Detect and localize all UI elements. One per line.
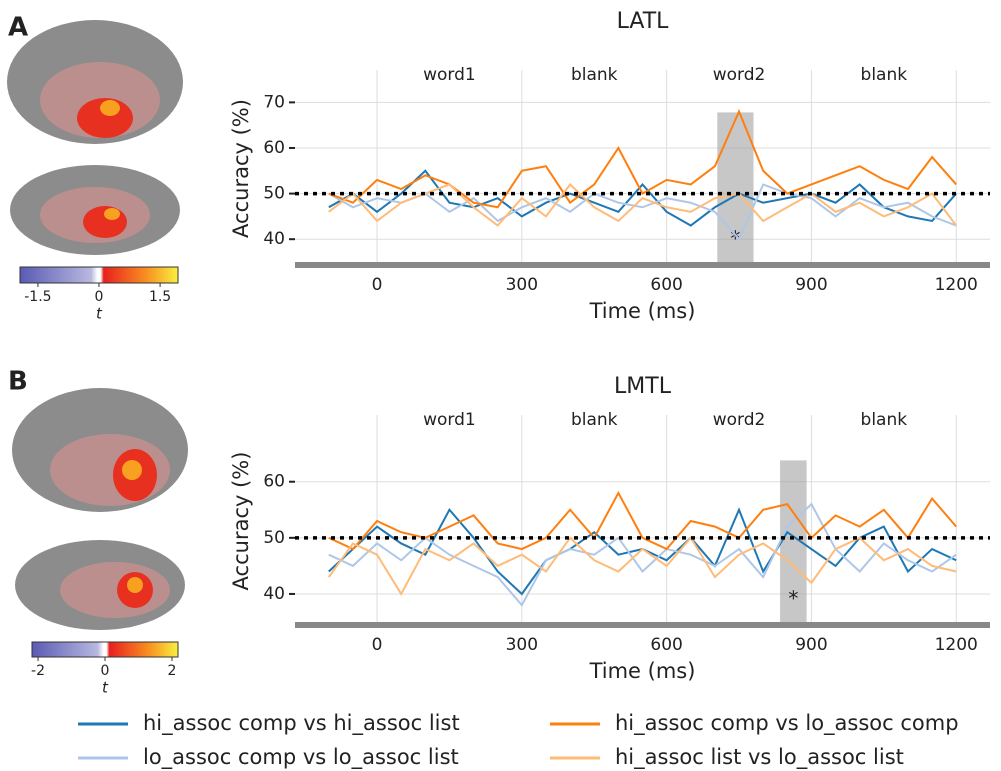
colorbar-tick-label: -1.5 (24, 289, 51, 305)
x-axis-bar (295, 262, 990, 268)
epoch-label: blank (861, 65, 908, 85)
brain-b-top (12, 388, 188, 512)
legend-label: hi_assoc list vs lo_assoc list (615, 745, 904, 770)
colorbar-label: t (96, 305, 103, 323)
y-tick-label: 40 (263, 584, 285, 604)
legend-label: lo_assoc comp vs lo_assoc list (143, 745, 459, 770)
y-tick-label: 50 (263, 528, 285, 548)
significance-label: * (788, 587, 798, 611)
colorbar-tick-label: 0 (101, 663, 110, 679)
x-tick-label: 600 (650, 635, 682, 655)
x-tick-label: 900 (795, 275, 827, 295)
colorbar-tick-label: -2 (31, 663, 45, 679)
significance-label: * (730, 227, 740, 251)
y-tick-label: 50 (263, 184, 285, 204)
y-axis-label: Accuracy (%) (229, 99, 253, 238)
panel-letter: A (8, 13, 28, 43)
x-tick-label: 0 (372, 275, 383, 295)
series-line (328, 502, 957, 607)
x-axis-label: Time (ms) (589, 659, 696, 683)
series-line (328, 108, 957, 209)
colorbar-tick-label: 0 (95, 289, 104, 305)
chart-title: LATL (617, 9, 670, 34)
x-tick-label: 300 (506, 275, 538, 295)
x-tick-label: 1200 (935, 635, 978, 655)
series-line (328, 183, 957, 242)
x-axis-label: Time (ms) (589, 299, 696, 323)
series-line (328, 169, 957, 227)
colorbar (19, 266, 179, 284)
panel-letter: B (8, 367, 28, 397)
colorbar-tick-label: 2 (168, 663, 177, 679)
significance-shade (717, 112, 754, 263)
epoch-label: word1 (423, 65, 476, 85)
y-tick-label: 60 (263, 472, 285, 492)
series-line (327, 536, 957, 596)
y-tick-label: 40 (263, 229, 285, 249)
brain-a-top (7, 20, 183, 144)
x-tick-label: 1200 (935, 275, 978, 295)
epoch-label: word2 (713, 65, 766, 85)
series-line (328, 490, 957, 551)
x-tick-label: 600 (650, 275, 682, 295)
epoch-label: word1 (423, 410, 476, 430)
epoch-label: blank (571, 65, 618, 85)
x-tick-label: 0 (372, 635, 383, 655)
colorbar-label: t (102, 679, 109, 697)
brain-a-bottom (10, 165, 180, 255)
y-axis-label: Accuracy (%) (229, 452, 253, 591)
x-axis-bar (295, 622, 990, 628)
epoch-label: word2 (713, 410, 766, 430)
series-line (328, 182, 958, 227)
chart-title: LMTL (614, 374, 672, 399)
y-tick-label: 60 (263, 138, 285, 158)
x-tick-label: 300 (506, 635, 538, 655)
colorbar-tick-label: 1.5 (149, 289, 171, 305)
y-tick-label: 70 (263, 92, 285, 112)
epoch-label: blank (861, 410, 908, 430)
x-tick-label: 900 (795, 635, 827, 655)
legend-label: hi_assoc comp vs hi_assoc list (143, 711, 460, 736)
brain-b-bottom (15, 540, 185, 630)
colorbar (31, 641, 179, 658)
epoch-label: blank (571, 410, 618, 430)
significance-shade (780, 460, 807, 622)
legend-label: hi_assoc comp vs lo_assoc comp (615, 711, 959, 736)
